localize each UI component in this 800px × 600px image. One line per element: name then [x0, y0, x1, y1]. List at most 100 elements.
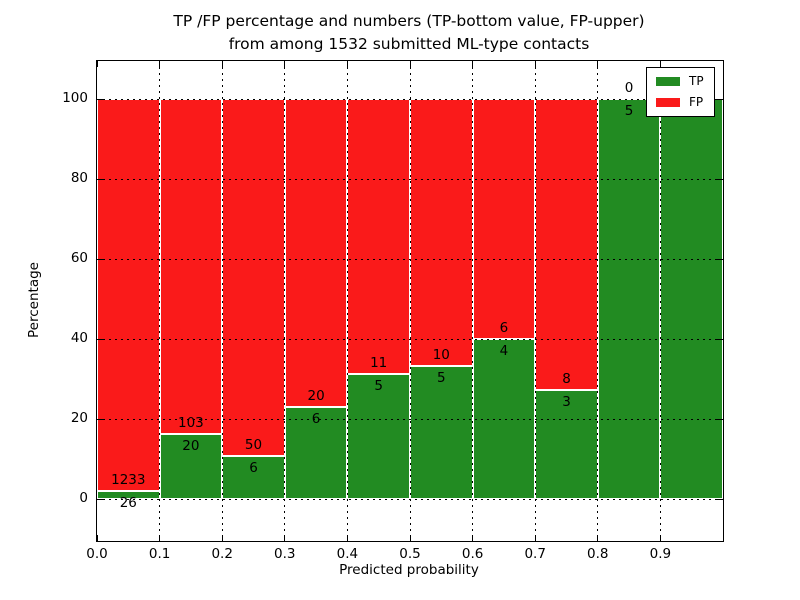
tick-mark — [409, 61, 411, 67]
legend-swatch-tp — [656, 77, 680, 86]
grid-line-horizontal — [97, 178, 723, 180]
tick-mark — [97, 98, 103, 100]
bar-segment-fp — [222, 99, 285, 457]
tick-mark — [597, 535, 599, 541]
bar-segment-fp — [159, 99, 223, 434]
legend-item: FP — [656, 96, 704, 109]
tick-mark — [717, 338, 723, 340]
grid-line-horizontal — [97, 338, 723, 340]
y-tick-label: 100 — [62, 90, 88, 106]
x-tick-label: 0.0 — [86, 546, 108, 562]
grid-line-horizontal — [97, 258, 723, 260]
bar-label-fp-count: 11 — [370, 355, 388, 371]
tick-mark — [717, 98, 723, 100]
tick-mark — [97, 418, 103, 420]
bar-label-tp-count: 4 — [499, 343, 509, 359]
tick-mark — [284, 61, 286, 67]
y-tick-label: 80 — [70, 170, 88, 186]
tick-mark — [534, 535, 536, 541]
bar-segment-tp — [660, 99, 723, 499]
y-tick-label: 0 — [79, 490, 88, 506]
legend-label: FP — [689, 95, 704, 109]
bar-segment-tp — [347, 374, 410, 499]
grid-line-vertical — [284, 61, 286, 541]
bar-segment-fp — [472, 99, 536, 339]
grid-line-vertical — [346, 61, 348, 541]
tick-mark — [472, 535, 474, 541]
tick-mark — [717, 178, 723, 180]
grid-line-horizontal — [97, 418, 723, 420]
tick-mark — [717, 418, 723, 420]
bar-label-tp-count: 5 — [374, 378, 383, 394]
tick-mark — [96, 61, 98, 67]
y-tick-label: 40 — [70, 330, 88, 346]
legend-item: TP — [656, 75, 704, 88]
grid-line-horizontal — [97, 498, 723, 500]
chart-title: TP /FP percentage and numbers (TP-bottom… — [96, 10, 722, 56]
grid-line-vertical — [409, 61, 411, 541]
tick-mark — [659, 61, 661, 67]
y-tick-label: 60 — [70, 250, 88, 266]
bar-label-tp-count: 20 — [182, 437, 200, 454]
tick-mark — [284, 535, 286, 541]
tick-mark — [221, 535, 223, 541]
tick-mark — [97, 498, 103, 500]
tick-mark — [97, 338, 103, 340]
tick-mark — [159, 535, 161, 541]
bar-segment-fp — [410, 99, 473, 366]
x-tick-label: 0.8 — [587, 546, 609, 562]
grid-line-vertical — [534, 61, 536, 541]
x-axis-label: Predicted probability — [339, 562, 479, 578]
legend: TP FP — [646, 67, 715, 117]
tick-mark — [722, 61, 724, 67]
bar-segment-fp — [284, 99, 348, 407]
bar-label-tp-count: 26 — [119, 494, 137, 511]
chart-title-line1: TP /FP percentage and numbers (TP-bottom… — [173, 12, 645, 30]
tick-mark — [659, 535, 661, 541]
x-tick-label: 0.1 — [148, 546, 171, 562]
x-tick-label: 0.7 — [524, 546, 546, 562]
tick-mark — [722, 535, 724, 541]
bar-segment-tp — [222, 456, 285, 499]
bar-segment-tp — [597, 99, 661, 499]
y-axis-label: Percentage — [26, 262, 42, 338]
tick-mark — [717, 258, 723, 260]
grid-line-vertical — [472, 61, 474, 541]
tick-mark — [346, 535, 348, 541]
tick-mark — [221, 61, 223, 67]
x-tick-label: 0.5 — [399, 546, 421, 562]
tick-mark — [159, 61, 161, 67]
y-tick-label: 20 — [70, 410, 88, 426]
bar-label-tp-count: 3 — [562, 393, 571, 410]
x-tick-label: 0.6 — [461, 546, 484, 562]
bar-label-fp-count: 103 — [178, 414, 204, 431]
bar-segment-fp — [535, 99, 598, 390]
bar-label-fp-count: 1233 — [111, 471, 146, 488]
bar-label-fp-count: 50 — [244, 437, 263, 454]
legend-swatch-fp — [656, 98, 680, 107]
tick-mark — [97, 258, 103, 260]
bar-label-fp-count: 10 — [432, 346, 450, 363]
bar-segment-fp — [347, 99, 410, 374]
grid-line-horizontal — [97, 98, 723, 100]
tick-mark — [97, 178, 103, 180]
tick-mark — [472, 61, 474, 67]
tick-mark — [346, 61, 348, 67]
bar-label-tp-count: 6 — [249, 460, 258, 477]
bar-label-fp-count: 6 — [499, 320, 509, 336]
bar-segment-fp — [97, 99, 160, 491]
bar-segment-tp — [284, 406, 348, 499]
x-tick-label: 0.4 — [336, 546, 359, 562]
tick-mark — [717, 498, 723, 500]
bar-label-fp-count: 20 — [307, 387, 325, 404]
grid-line-vertical — [221, 61, 223, 541]
grid-line-vertical — [159, 61, 161, 541]
bar-segment-tp — [535, 389, 598, 499]
legend-label: TP — [689, 74, 704, 88]
grid-line-vertical — [659, 61, 661, 541]
chart-title-line2: from among 1532 submitted ML-type contac… — [228, 35, 590, 53]
tick-mark — [534, 61, 536, 67]
x-tick-label: 0.2 — [211, 546, 233, 562]
